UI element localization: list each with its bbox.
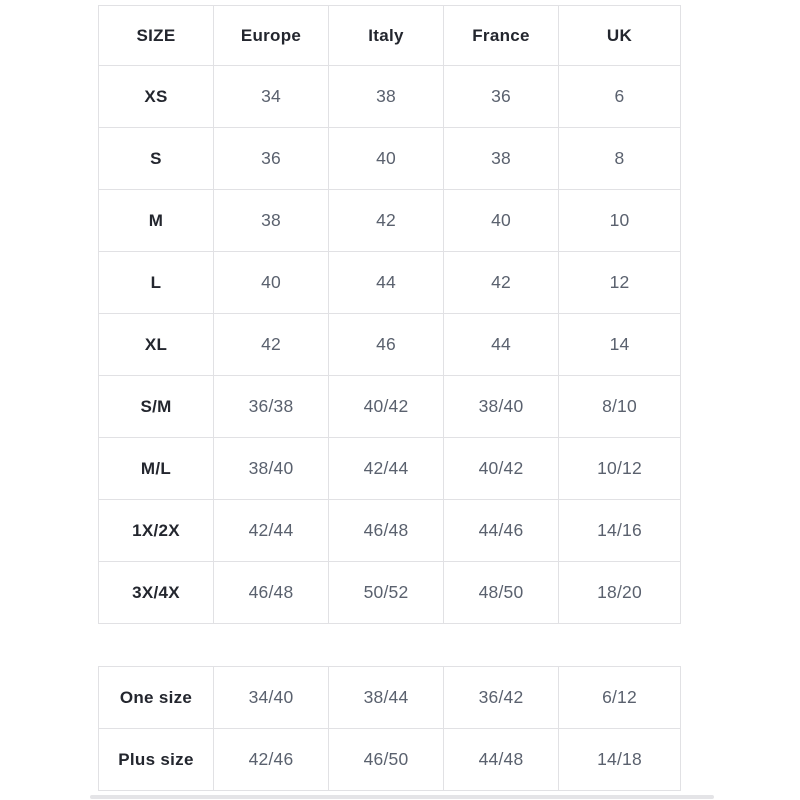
row-label: 3X/4X <box>98 561 214 624</box>
table-cell: 44 <box>328 251 444 314</box>
table-cell: 38/44 <box>328 666 444 729</box>
table-cell: 18/20 <box>558 561 681 624</box>
table-cell: 40 <box>328 127 444 190</box>
table-cell: 36 <box>213 127 329 190</box>
column-header-europe: Europe <box>213 5 329 66</box>
table-cell: 44/48 <box>443 728 559 791</box>
column-header-italy: Italy <box>328 5 444 66</box>
table-row-1x2x: 1X/2X 42/44 46/48 44/46 14/16 <box>98 499 681 562</box>
table-cell: 40/42 <box>443 437 559 500</box>
column-header-size: SIZE <box>98 5 214 66</box>
table-cell: 40 <box>443 189 559 252</box>
table-cell: 42 <box>328 189 444 252</box>
table-cell: 42/44 <box>328 437 444 500</box>
table-row-xl: XL 42 46 44 14 <box>98 313 681 376</box>
table-cell: 14 <box>558 313 681 376</box>
row-label: L <box>98 251 214 314</box>
row-label: M/L <box>98 437 214 500</box>
table-row-l: L 40 44 42 12 <box>98 251 681 314</box>
horizontal-scrollbar[interactable] <box>90 795 714 799</box>
table-cell: 42 <box>213 313 329 376</box>
table-cell: 46/48 <box>328 499 444 562</box>
table-cell: 40/42 <box>328 375 444 438</box>
row-label: XL <box>98 313 214 376</box>
table-cell: 10/12 <box>558 437 681 500</box>
table-row-xs: XS 34 38 36 6 <box>98 65 681 128</box>
table-cell: 46/50 <box>328 728 444 791</box>
table-cell: 14/16 <box>558 499 681 562</box>
table-cell: 34/40 <box>213 666 329 729</box>
table-cell: 44 <box>443 313 559 376</box>
column-header-france: France <box>443 5 559 66</box>
row-label: Plus size <box>98 728 214 791</box>
table-row-sm: S/M 36/38 40/42 38/40 8/10 <box>98 375 681 438</box>
table-cell: 38 <box>213 189 329 252</box>
row-label: XS <box>98 65 214 128</box>
table-cell: 46 <box>328 313 444 376</box>
table-cell: 42/44 <box>213 499 329 562</box>
table-row-s: S 36 40 38 8 <box>98 127 681 190</box>
table-row-3x4x: 3X/4X 46/48 50/52 48/50 18/20 <box>98 561 681 624</box>
table-cell: 8/10 <box>558 375 681 438</box>
row-label: 1X/2X <box>98 499 214 562</box>
column-header-uk: UK <box>558 5 681 66</box>
table-cell: 6 <box>558 65 681 128</box>
table-cell: 46/48 <box>213 561 329 624</box>
size-conversion-table: SIZE Europe Italy France UK XS 34 38 36 … <box>98 5 681 624</box>
table-cell: 38 <box>328 65 444 128</box>
table-cell: 10 <box>558 189 681 252</box>
row-label: S <box>98 127 214 190</box>
table-cell: 38/40 <box>213 437 329 500</box>
table-row-plus-size: Plus size 42/46 46/50 44/48 14/18 <box>98 728 681 791</box>
table-cell: 36/38 <box>213 375 329 438</box>
table-row-ml: M/L 38/40 42/44 40/42 10/12 <box>98 437 681 500</box>
table-row-m: M 38 42 40 10 <box>98 189 681 252</box>
header-row: SIZE Europe Italy France UK <box>98 5 681 66</box>
table-cell: 42/46 <box>213 728 329 791</box>
table-cell: 38/40 <box>443 375 559 438</box>
table-cell: 48/50 <box>443 561 559 624</box>
table-cell: 36 <box>443 65 559 128</box>
row-label: S/M <box>98 375 214 438</box>
table-cell: 50/52 <box>328 561 444 624</box>
row-label: M <box>98 189 214 252</box>
row-label: One size <box>98 666 214 729</box>
table-cell: 12 <box>558 251 681 314</box>
table-cell: 42 <box>443 251 559 314</box>
table-cell: 6/12 <box>558 666 681 729</box>
table-cell: 38 <box>443 127 559 190</box>
table-row-one-size: One size 34/40 38/44 36/42 6/12 <box>98 666 681 729</box>
table-cell: 34 <box>213 65 329 128</box>
special-sizes-table: One size 34/40 38/44 36/42 6/12 Plus siz… <box>98 666 681 791</box>
table-cell: 8 <box>558 127 681 190</box>
table-cell: 44/46 <box>443 499 559 562</box>
table-cell: 36/42 <box>443 666 559 729</box>
table-cell: 40 <box>213 251 329 314</box>
table-cell: 14/18 <box>558 728 681 791</box>
